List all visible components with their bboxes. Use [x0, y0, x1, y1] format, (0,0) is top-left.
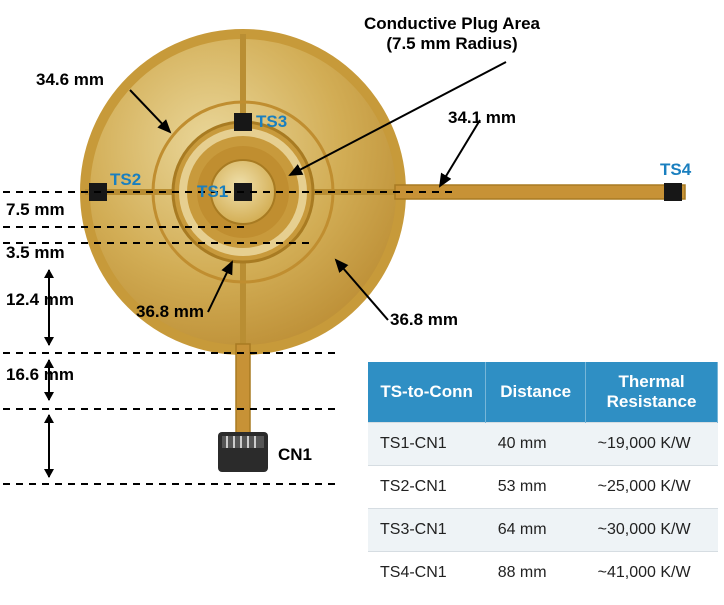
dim-spiral-a: 36.8 mm — [136, 302, 204, 322]
dim-7-5: 7.5 mm — [6, 200, 65, 220]
table-header: TS-to-Conn — [368, 362, 486, 423]
table-cell: ~19,000 K/W — [586, 423, 718, 466]
table-cell: 64 mm — [486, 509, 586, 552]
dim-16-6: 16.6 mm — [6, 365, 74, 385]
table-header: Distance — [486, 362, 586, 423]
table-cell: ~25,000 K/W — [586, 466, 718, 509]
table-cell: TS3-CN1 — [368, 509, 486, 552]
table-cell: TS4-CN1 — [368, 552, 486, 595]
dim-3-5: 3.5 mm — [6, 243, 65, 263]
table-cell: 40 mm — [486, 423, 586, 466]
dim-outer-right: 34.1 mm — [448, 108, 516, 128]
dim-outer-left: 34.6 mm — [36, 70, 104, 90]
dim-spiral-b: 36.8 mm — [390, 310, 458, 330]
table-cell: TS2-CN1 — [368, 466, 486, 509]
table-cell: 88 mm — [486, 552, 586, 595]
plug-sub: (7.5 mm Radius) — [386, 34, 517, 53]
table-row: TS2-CN153 mm~25,000 K/W — [368, 466, 718, 509]
table-row: TS3-CN164 mm~30,000 K/W — [368, 509, 718, 552]
table-cell: TS1-CN1 — [368, 423, 486, 466]
arrow-cn1 — [48, 415, 50, 477]
table-header: ThermalResistance — [586, 362, 718, 423]
table-cell: ~30,000 K/W — [586, 509, 718, 552]
table-cell: 53 mm — [486, 466, 586, 509]
ts2-label: TS2 — [110, 170, 141, 190]
plug-title: Conductive Plug Area — [364, 14, 540, 33]
table-row: TS4-CN188 mm~41,000 K/W — [368, 552, 718, 595]
ts3-label: TS3 — [256, 112, 287, 132]
ts4-label: TS4 — [660, 160, 691, 180]
dim-12-4: 12.4 mm — [6, 290, 74, 310]
thermal-resistance-table: TS-to-ConnDistanceThermalResistanceTS1-C… — [368, 362, 718, 594]
thermal-sensor-diagram: 34.6 mm 34.1 mm 36.8 mm 36.8 mm Conducti… — [0, 0, 724, 605]
ts1-label: TS1 — [197, 182, 228, 202]
plug-callout: Conductive Plug Area (7.5 mm Radius) — [364, 14, 540, 54]
table-row: TS1-CN140 mm~19,000 K/W — [368, 423, 718, 466]
table-cell: ~41,000 K/W — [586, 552, 718, 595]
cn1-label: CN1 — [278, 445, 312, 465]
